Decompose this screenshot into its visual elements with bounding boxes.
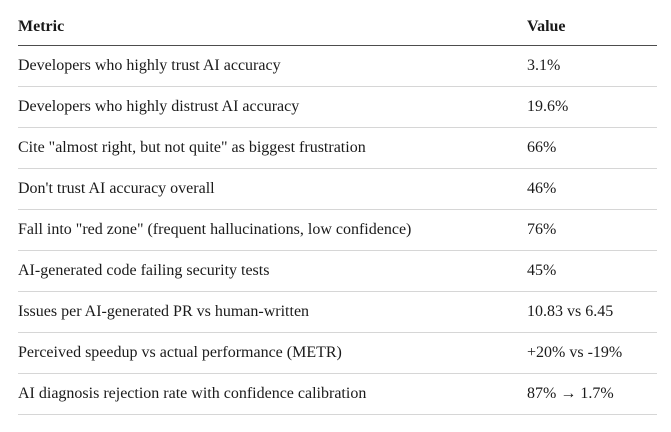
metric-cell: Issues per AI-generated PR vs human-writ… <box>18 291 527 333</box>
value-cell: 66% <box>527 127 657 169</box>
metric-cell: AI-generated code failing security tests <box>18 250 527 292</box>
table-row: AI-generated code failing security tests… <box>18 250 657 292</box>
metric-cell: Developers who highly trust AI accuracy <box>18 45 527 87</box>
metric-cell: Cite "almost right, but not quite" as bi… <box>18 127 527 169</box>
value-cell: 46% <box>527 168 657 210</box>
value-cell: 19.6% <box>527 86 657 128</box>
value-cell: +20% vs -19% <box>527 332 657 374</box>
metric-cell: Developers who highly distrust AI accura… <box>18 86 527 128</box>
metric-cell: Fall into "red zone" (frequent hallucina… <box>18 209 527 251</box>
table-row: Issues per AI-generated PR vs human-writ… <box>18 291 657 333</box>
metric-cell: AI diagnosis rejection rate with confide… <box>18 373 527 415</box>
metric-cell: Perceived speedup vs actual performance … <box>18 332 527 374</box>
value-cell: 45% <box>527 250 657 292</box>
metrics-table: Metric Value Developers who highly trust… <box>18 8 657 415</box>
table-row: Developers who highly distrust AI accura… <box>18 86 657 128</box>
table-row: Perceived speedup vs actual performance … <box>18 332 657 374</box>
table-body: Developers who highly trust AI accuracy … <box>18 45 657 415</box>
table-row: Cite "almost right, but not quite" as bi… <box>18 127 657 169</box>
metric-cell: Don't trust AI accuracy overall <box>18 168 527 210</box>
table-row: Fall into "red zone" (frequent hallucina… <box>18 209 657 251</box>
table-row: AI diagnosis rejection rate with confide… <box>18 373 657 415</box>
value-cell: 87% → 1.7% <box>527 373 657 415</box>
value-cell: 76% <box>527 209 657 251</box>
column-header-metric: Metric <box>18 8 527 46</box>
table-row: Don't trust AI accuracy overall 46% <box>18 168 657 210</box>
table-header: Metric Value <box>18 8 657 46</box>
value-cell: 3.1% <box>527 45 657 87</box>
column-header-value: Value <box>527 8 657 46</box>
header-row: Metric Value <box>18 8 657 46</box>
table-row: Developers who highly trust AI accuracy … <box>18 45 657 87</box>
value-cell: 10.83 vs 6.45 <box>527 291 657 333</box>
